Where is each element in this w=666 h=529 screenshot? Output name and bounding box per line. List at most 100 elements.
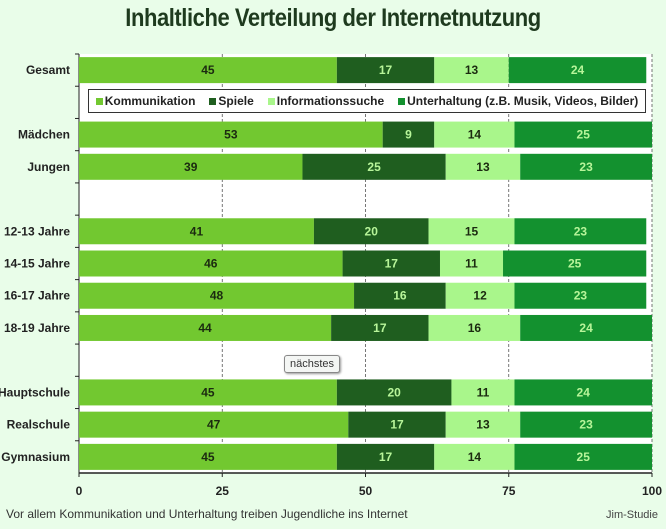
legend-item: Kommunikation [95,94,196,108]
bar-segment [503,250,647,277]
data-label: 17 [379,450,393,464]
data-label: 25 [367,160,381,174]
bar-segment [302,153,446,180]
bar-segment [514,218,647,245]
bar-segment [79,57,337,84]
bar-segment [445,282,515,309]
category-label: Gesamt [26,63,70,77]
x-tick-label: 0 [76,484,83,498]
category-label: Hauptschule [0,385,70,399]
bar-segment [514,282,647,309]
legend-label: Informationssuche [276,94,385,108]
bar-segment [520,411,652,438]
bar-segment [520,153,652,180]
legend-item: Informationssuche [267,94,385,108]
bar-segment [79,443,337,470]
x-tick-label: 25 [216,484,230,498]
legend-item: Unterhaltung (z.B. Musik, Videos, Bilder… [398,94,638,108]
bar-segment [79,411,349,438]
data-label: 24 [579,321,593,335]
data-label: 23 [579,418,593,432]
bar-segment [79,250,343,277]
bar-segment [331,314,429,341]
data-label: 53 [224,128,238,142]
data-label: 25 [577,450,591,464]
legend-swatch [267,97,275,105]
legend-label: Kommunikation [104,94,196,108]
source-label: Jim-Studie [606,509,658,521]
data-label: 16 [393,289,407,303]
x-tick-label: 100 [642,484,662,498]
bar-segment [342,250,440,277]
legend-swatch [209,97,217,105]
data-label: 20 [365,224,379,238]
data-label: 44 [198,321,212,335]
category-label: 12-13 Jahre [4,224,70,238]
bar-segment [79,282,355,309]
bar-segment [434,57,509,84]
bar-segment [79,121,383,148]
category-label: Jungen [27,160,70,174]
x-tick-label: 75 [502,484,516,498]
data-label: 9 [405,128,412,142]
data-label: 23 [574,289,588,303]
data-label: 17 [373,321,387,335]
data-label: 45 [201,385,215,399]
category-label: 18-19 Jahre [4,321,70,335]
legend-swatch [95,97,103,105]
data-label: 24 [571,63,585,77]
bar-segment [445,153,521,180]
data-label: 25 [568,257,582,271]
data-label: 46 [204,257,218,271]
bar-segment [79,218,314,245]
bar-segment [79,153,303,180]
data-label: 16 [468,321,482,335]
bar-segment [382,121,435,148]
bar-segment [336,57,435,84]
bar-segment [520,314,652,341]
category-label: 14-15 Jahre [4,257,70,271]
data-label: 48 [210,289,224,303]
data-label: 11 [477,385,490,399]
data-label: 14 [468,128,482,142]
x-tick-label: 50 [359,484,373,498]
legend-label: Unterhaltung (z.B. Musik, Videos, Bilder… [407,94,639,108]
legend-label: Spiele [218,94,254,108]
data-label: 13 [465,63,479,77]
bar-segment [336,379,452,406]
data-label: 14 [468,450,482,464]
data-label: 13 [476,160,490,174]
data-label: 45 [201,63,215,77]
category-label: Gymnasium [1,450,70,464]
data-label: 17 [379,63,393,77]
data-label: 20 [387,385,401,399]
bar-segment [514,379,652,406]
data-label: 41 [190,224,204,238]
data-label: 45 [201,450,215,464]
legend: Kommunikation Spiele Informationssuche Unte… [88,89,646,113]
legend-item: Spiele [209,94,254,108]
caption: Vor allem Kommunikation und Unterhaltung… [6,507,408,521]
data-label: 17 [385,257,399,271]
bar-segment [354,282,446,309]
bar-segment [428,314,521,341]
data-label: 25 [577,128,591,142]
data-label: 13 [476,418,490,432]
data-label: 23 [574,224,588,238]
bar-segment [439,250,504,277]
data-label: 17 [390,418,404,432]
bar-segment [445,411,521,438]
data-label: 12 [473,289,487,303]
bar-segment [451,379,515,406]
chart-title: Inhaltliche Verteilung der Internetnutzu… [125,4,541,32]
data-label: 39 [184,160,198,174]
legend-swatch [398,97,406,105]
category-label: 16-17 Jahre [4,289,70,303]
data-label: 23 [579,160,593,174]
bar-segment [434,443,515,470]
category-label: Mädchen [18,128,70,142]
bar-segment [514,121,652,148]
next-button[interactable]: nächstes [284,355,341,373]
data-label: 47 [207,418,221,432]
